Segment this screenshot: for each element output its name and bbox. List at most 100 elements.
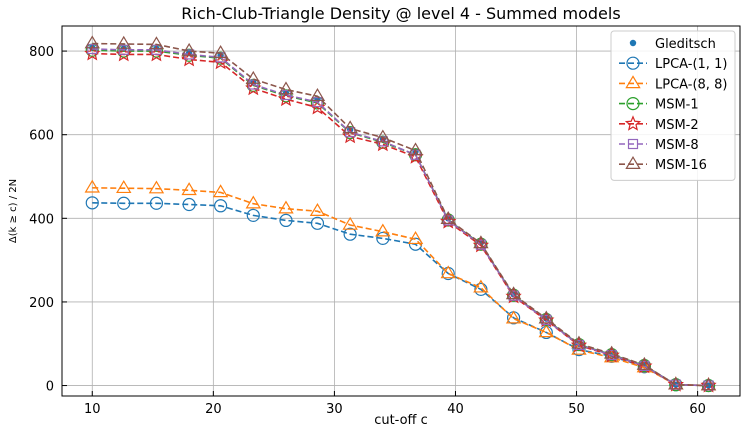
data-point — [309, 88, 326, 102]
data-point — [636, 356, 653, 370]
data-point — [408, 237, 423, 251]
data-point — [705, 382, 712, 389]
y-tick-label: 200 — [29, 296, 54, 311]
data-point — [343, 227, 357, 241]
legend-item: LPCA-(8, 8) — [619, 75, 727, 92]
x-axis-title: cut-off c — [374, 413, 428, 428]
legend-label: Gleditsch — [655, 37, 716, 52]
data-point — [279, 213, 293, 228]
data-point — [407, 231, 424, 245]
y-axis-title: Δ(k ≥ c) / 2N — [8, 179, 19, 243]
data-point — [440, 210, 456, 224]
data-point — [700, 377, 717, 391]
data-point — [473, 235, 489, 249]
data-point — [280, 89, 292, 101]
y-tick-label: 800 — [29, 45, 54, 60]
chart-title: Rich-Club-Triangle Density @ level 4 - S… — [181, 4, 620, 23]
data-point — [84, 179, 100, 193]
legend-item: LPCA-(1, 1) — [619, 56, 727, 72]
data-point — [148, 36, 165, 50]
legend-item: MSM-8 — [619, 138, 699, 153]
series-layer — [84, 35, 717, 393]
plot-frame — [61, 25, 741, 397]
legend-marker — [625, 75, 641, 89]
legend-marker — [624, 115, 642, 131]
legend-label: MSM-8 — [655, 138, 699, 153]
y-tick-label: 400 — [29, 212, 54, 227]
data-point — [375, 223, 391, 237]
data-point — [538, 324, 554, 338]
data-point — [118, 44, 129, 55]
data-point — [116, 35, 132, 49]
data-point — [310, 216, 325, 230]
data-point — [181, 182, 197, 196]
data-point — [214, 199, 228, 213]
data-point — [376, 231, 390, 245]
data-point — [375, 129, 391, 143]
data-point — [248, 79, 259, 90]
data-point — [505, 310, 522, 324]
legend-box — [610, 30, 736, 181]
data-point — [342, 120, 358, 134]
data-point — [440, 265, 456, 279]
data-point — [538, 310, 554, 324]
data-point — [116, 180, 132, 194]
legend-item: MSM-16 — [619, 156, 707, 173]
x-tick-label: 40 — [447, 402, 464, 417]
legend-label: MSM-1 — [655, 98, 699, 113]
data-point — [309, 203, 326, 217]
data-point — [212, 184, 229, 198]
data-point — [181, 42, 197, 56]
y-axis: 0 200 400 600 800 — [29, 45, 67, 395]
data-point — [184, 49, 195, 60]
x-tick-label: 20 — [205, 402, 222, 417]
data-point — [342, 216, 358, 230]
data-point — [668, 376, 684, 390]
legend-marker — [625, 156, 641, 169]
data-point — [85, 196, 99, 210]
data-point — [312, 96, 323, 108]
data-point — [246, 208, 260, 222]
data-point — [571, 335, 587, 349]
x-tick-label: 30 — [326, 402, 343, 417]
legend-label: LPCA-(8, 8) — [655, 77, 727, 92]
data-point — [407, 142, 424, 156]
x-tick-label: 50 — [568, 402, 585, 417]
x-axis: 10 20 30 40 50 60 — [84, 391, 706, 417]
series-6 — [84, 35, 717, 391]
legend-marker — [626, 96, 640, 111]
data-point — [505, 286, 522, 300]
y-tick-label: 0 — [46, 380, 54, 395]
series-1 — [85, 196, 716, 393]
legend-item: MSM-2 — [619, 115, 699, 133]
data-point — [87, 43, 98, 55]
legend-item: MSM-1 — [619, 96, 699, 113]
data-point — [603, 345, 620, 359]
legend-marker — [626, 56, 640, 70]
data-point — [212, 44, 229, 58]
data-point — [474, 282, 488, 296]
data-point — [245, 195, 261, 209]
legend-label: MSM-16 — [655, 158, 707, 173]
data-point — [117, 196, 131, 210]
legend-label: MSM-2 — [655, 118, 699, 133]
x-tick-label: 10 — [84, 402, 101, 417]
data-point — [278, 200, 294, 214]
data-point — [84, 35, 100, 49]
data-point — [148, 180, 165, 194]
legend-marker — [629, 39, 637, 47]
data-point — [151, 44, 162, 55]
data-point — [245, 70, 261, 84]
legend-label: LPCA-(1, 1) — [655, 57, 727, 72]
legend-item: Gleditsch — [629, 37, 716, 52]
series-line — [92, 42, 709, 387]
data-point — [182, 197, 196, 212]
legend-marker — [627, 138, 639, 150]
data-point — [149, 196, 164, 210]
legend: Gleditsch LPCA-(1, 1) LPCA-(8, 8) MSM-1 MSM-… — [610, 30, 736, 181]
x-tick-label: 60 — [689, 402, 706, 417]
data-point — [473, 279, 489, 293]
y-tick-label: 600 — [29, 129, 54, 144]
data-point — [278, 81, 294, 95]
